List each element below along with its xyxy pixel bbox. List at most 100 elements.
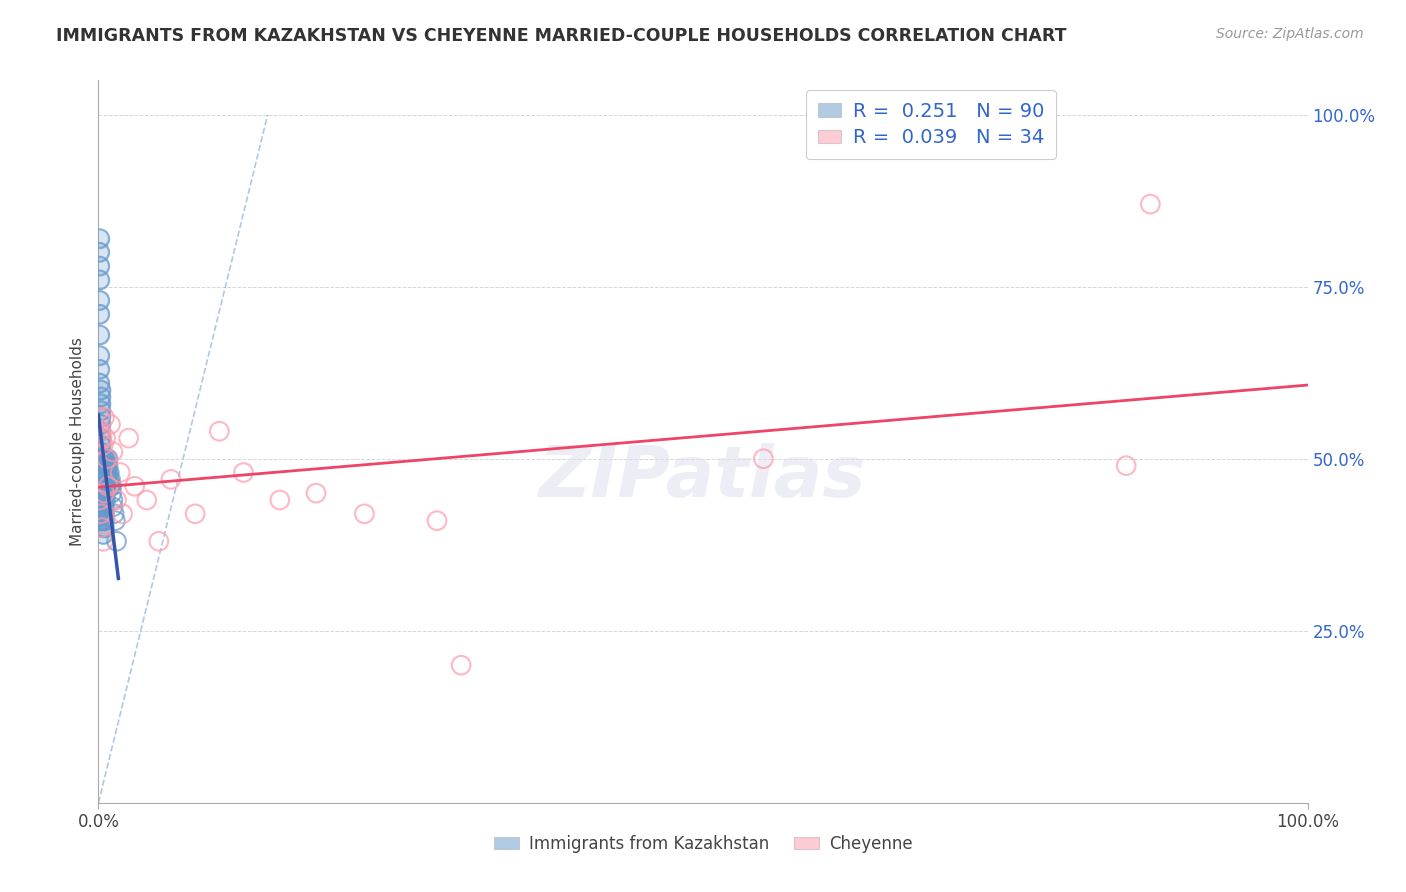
Point [96, 458, 118, 473]
Point [91, 520, 114, 534]
Point [89, 293, 111, 308]
Point [91, 507, 114, 521]
Point [353, 507, 375, 521]
Point [93, 514, 115, 528]
Point [89, 245, 111, 260]
Point [90, 390, 112, 404]
Point [93, 486, 115, 500]
Point [91, 472, 114, 486]
Point [89, 362, 111, 376]
Point [93, 507, 115, 521]
Point [93, 486, 115, 500]
Point [135, 493, 157, 508]
Point [184, 507, 207, 521]
Point [89, 307, 111, 321]
Point [450, 658, 472, 673]
Point [91, 500, 114, 514]
Point [90, 451, 112, 466]
Point [90, 390, 112, 404]
Point [89, 293, 111, 308]
Point [100, 479, 122, 493]
Point [91, 493, 114, 508]
Point [90, 397, 112, 411]
Point [91, 472, 114, 486]
Point [89, 273, 111, 287]
Point [91, 466, 114, 480]
Point [160, 472, 183, 486]
Point [91, 486, 114, 500]
Point [90, 410, 112, 425]
Point [91, 493, 114, 508]
Point [93, 514, 115, 528]
Point [1115, 458, 1137, 473]
Point [89, 231, 111, 245]
Point [93, 410, 115, 425]
Point [89, 259, 111, 273]
Point [94, 458, 117, 473]
Point [90, 458, 112, 473]
Point [90, 383, 112, 397]
Point [91, 500, 114, 514]
Point [91, 500, 114, 514]
Point [98, 479, 121, 493]
Point [96, 451, 118, 466]
Point [89, 349, 111, 363]
Point [91, 507, 114, 521]
Point [90, 458, 112, 473]
Point [91, 431, 114, 445]
Point [91, 486, 114, 500]
Point [148, 534, 170, 549]
Point [94, 479, 117, 493]
Point [108, 466, 131, 480]
Point [90, 424, 112, 438]
Point [100, 472, 122, 486]
Point [91, 479, 114, 493]
Point [91, 493, 114, 508]
Point [91, 451, 114, 466]
Point [96, 472, 118, 486]
Point [90, 451, 112, 466]
Point [91, 507, 114, 521]
Point [90, 410, 112, 425]
Point [100, 479, 122, 493]
Point [91, 500, 114, 514]
Point [90, 445, 112, 459]
Point [93, 479, 115, 493]
Point [91, 520, 114, 534]
Point [93, 479, 115, 493]
Point [91, 486, 114, 500]
Point [105, 534, 128, 549]
Point [97, 479, 120, 493]
Point [118, 431, 141, 445]
Point [93, 466, 115, 480]
Point [94, 486, 117, 500]
Point [90, 397, 112, 411]
Point [89, 362, 111, 376]
Point [90, 431, 112, 445]
Point [96, 451, 118, 466]
Point [91, 479, 114, 493]
Point [89, 245, 111, 260]
Point [426, 514, 449, 528]
Point [91, 466, 114, 480]
Text: Source: ZipAtlas.com: Source: ZipAtlas.com [1216, 27, 1364, 41]
Point [93, 486, 115, 500]
Point [93, 472, 115, 486]
Point [90, 445, 112, 459]
Point [91, 514, 114, 528]
Point [91, 472, 114, 486]
Point [89, 307, 111, 321]
Point [91, 466, 114, 480]
Point [96, 479, 118, 493]
Point [91, 514, 114, 528]
Point [89, 410, 111, 425]
Point [91, 458, 114, 473]
Point [91, 479, 114, 493]
Point [100, 486, 122, 500]
Point [232, 466, 254, 480]
Point [89, 231, 111, 245]
Point [91, 466, 114, 480]
Point [124, 479, 146, 493]
Point [90, 403, 112, 417]
Point [91, 486, 114, 500]
